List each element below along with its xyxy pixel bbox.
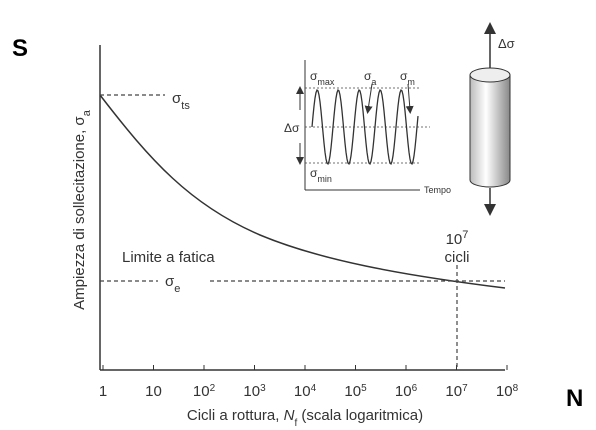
stress-wave bbox=[311, 89, 419, 165]
n-label: N bbox=[566, 385, 583, 412]
specimen-delta: Δσ bbox=[498, 36, 515, 51]
s-label: S bbox=[12, 35, 28, 62]
sigma-min: σmin bbox=[310, 166, 332, 184]
x-tick-label: 108 bbox=[496, 383, 519, 401]
cycles-text: cicli bbox=[445, 249, 470, 266]
x-tick-label: 1 bbox=[99, 383, 107, 400]
specimen: Δσ bbox=[469, 22, 515, 216]
x-tick-label: 105 bbox=[344, 383, 367, 401]
x-tick-label: 102 bbox=[193, 383, 216, 401]
x-tick-label: 10 bbox=[145, 383, 162, 400]
x-axis-title: Cicli a rottura, Nf (scala logaritmica) bbox=[187, 407, 423, 429]
sigma-e: σe bbox=[165, 273, 180, 295]
sn-curve bbox=[99, 94, 506, 289]
inset: Tempo Δσ σmax σmin σa σm bbox=[284, 60, 451, 195]
cycles-exp: 107 bbox=[446, 229, 469, 248]
delta-sigma: Δσ bbox=[284, 121, 300, 135]
x-ticks: 1 10 102 103 104 105 106 107 108 bbox=[99, 365, 519, 400]
x-tick-label: 106 bbox=[395, 383, 418, 401]
x-tick-label: 107 bbox=[445, 383, 468, 401]
x-tick-label: 103 bbox=[243, 383, 266, 401]
sigma-max: σmax bbox=[310, 69, 335, 87]
x-tick-label: 104 bbox=[294, 383, 317, 401]
fatigue-limit: Limite a fatica bbox=[122, 249, 215, 266]
sigma-m: σm bbox=[400, 69, 415, 87]
time-label: Tempo bbox=[424, 185, 451, 195]
sigma-ts: σts bbox=[172, 90, 190, 112]
y-axis-title: Ampiezza di sollecitazione, σa bbox=[71, 109, 93, 310]
sigma-a: σa bbox=[364, 69, 376, 87]
